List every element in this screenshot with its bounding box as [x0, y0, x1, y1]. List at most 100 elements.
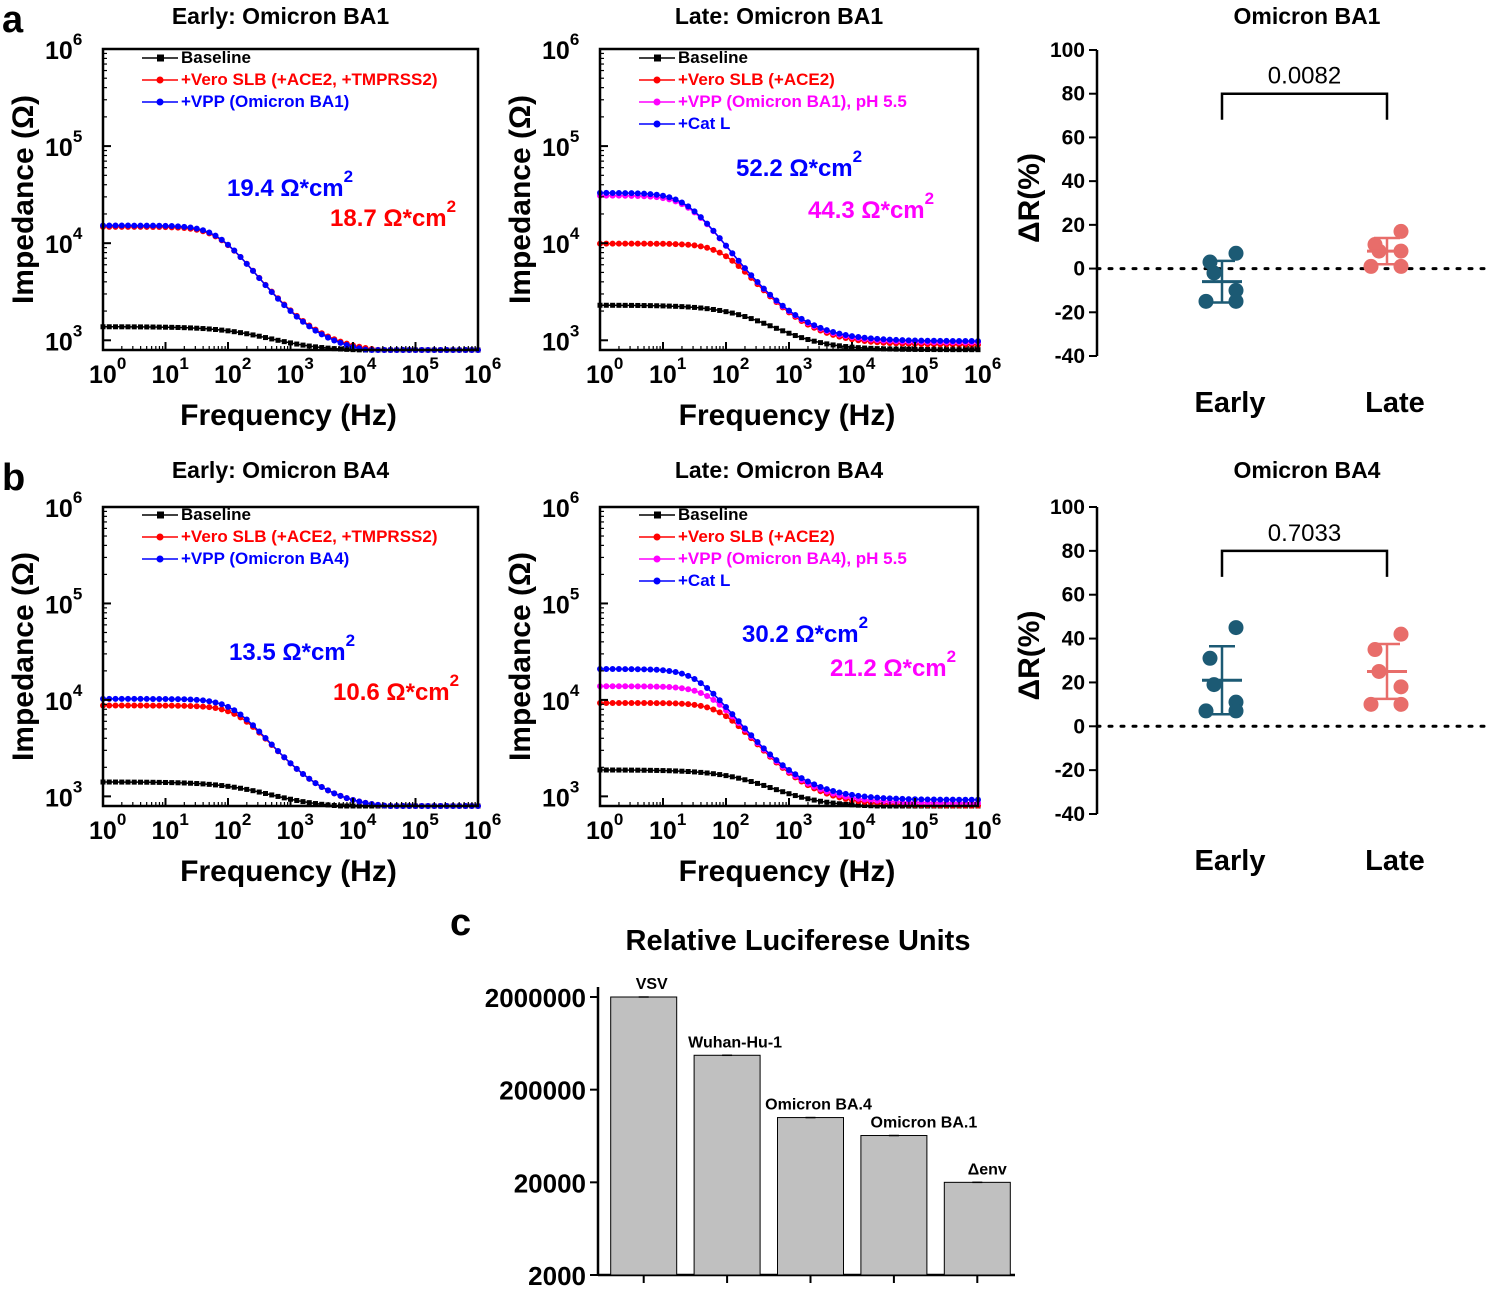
- legend-entry: Baseline: [181, 505, 251, 524]
- x-tick-label-sup: 4: [367, 354, 377, 373]
- value-annotation-base: 13.5 Ω*cm: [229, 639, 346, 666]
- data-point: [156, 324, 162, 330]
- value-annotation: 30.2 Ω*cm2: [742, 613, 868, 648]
- series-line-1: [599, 242, 979, 346]
- y-tick-label-sup: 4: [570, 681, 580, 700]
- data-point: [325, 334, 331, 341]
- data-point: [250, 332, 256, 338]
- legend-entry: +VPP (Omicron BA4): [181, 549, 349, 568]
- data-point: [168, 696, 175, 703]
- data-point: [742, 777, 748, 783]
- data-point: [641, 699, 648, 706]
- y-tick-label: 104: [542, 224, 580, 259]
- y-tick-label-base: 10: [542, 37, 570, 65]
- data-point: [156, 779, 162, 785]
- data-point: [673, 768, 679, 774]
- category-label: Early: [1195, 387, 1266, 419]
- data-point: [263, 335, 268, 341]
- data-point: [678, 700, 685, 707]
- data-point: [830, 329, 837, 336]
- data-point: [647, 666, 654, 673]
- data-point: [886, 795, 893, 802]
- data-point: [729, 711, 736, 718]
- data-point: [300, 342, 306, 348]
- x-tick-label-base: 10: [649, 361, 677, 389]
- data-point: [811, 781, 818, 788]
- data-point: [660, 303, 666, 309]
- data-point: [729, 250, 736, 257]
- data-point: [112, 702, 119, 709]
- data-point: [156, 702, 163, 709]
- y-tick-label-sup: 3: [73, 777, 82, 796]
- data-point: [735, 718, 742, 725]
- value-annotation: 21.2 Ω*cm2: [830, 647, 956, 682]
- data-point: [181, 696, 188, 703]
- y-tick-label: 103: [45, 777, 82, 812]
- data-point: [138, 324, 143, 330]
- x-tick-label-base: 10: [277, 817, 305, 845]
- data-point: [874, 794, 881, 801]
- value-annotation-base: 30.2 Ω*cm: [742, 621, 859, 648]
- category-label: Late: [1365, 845, 1425, 877]
- x-tick-label-sup: 2: [242, 354, 251, 373]
- legend-marker: [156, 555, 164, 563]
- value-annotation-base: 18.7 Ω*cm: [330, 205, 447, 232]
- data-point: [691, 687, 698, 694]
- x-tick-label-base: 10: [901, 817, 929, 845]
- data-point: [281, 754, 288, 761]
- legend-entry: +Cat L: [678, 571, 730, 590]
- data-point: [629, 302, 634, 308]
- chart-title: Late: Omicron BA4: [675, 457, 884, 483]
- data-point: [1228, 293, 1244, 309]
- data-point: [691, 701, 698, 708]
- data-point: [704, 244, 711, 251]
- data-point: [615, 666, 622, 673]
- data-point: [262, 734, 269, 741]
- data-point: [200, 703, 206, 710]
- data-point: [647, 240, 654, 247]
- legend-marker: [653, 555, 661, 563]
- data-point: [118, 695, 125, 702]
- data-point: [113, 324, 118, 330]
- data-point: [615, 189, 622, 196]
- data-point: [263, 790, 268, 796]
- significance-bracket: [1220, 549, 1389, 577]
- y-tick-label-base: 10: [542, 495, 570, 523]
- y-tick-label: 20: [1062, 671, 1085, 694]
- data-point: [716, 701, 723, 708]
- data-point: [162, 696, 169, 703]
- data-point: [962, 338, 969, 345]
- value-annotation-base: 21.2 Ω*cm: [830, 655, 947, 682]
- y-tick-label-sup: 3: [73, 321, 82, 340]
- x-tick-label-sup: 0: [614, 810, 623, 829]
- data-point: [218, 701, 225, 708]
- data-point: [678, 199, 685, 206]
- data-point: [138, 779, 143, 785]
- data-point: [343, 342, 350, 349]
- data-point: [206, 229, 213, 236]
- x-tick-label-sup: 3: [803, 354, 812, 373]
- data-point: [269, 336, 275, 342]
- data-point: [862, 345, 868, 351]
- data-point: [710, 227, 717, 234]
- data-point: [125, 324, 131, 330]
- data-point: [225, 703, 231, 710]
- y-tick-label: 60: [1062, 126, 1085, 149]
- data-point: [206, 326, 212, 332]
- data-point: [691, 676, 698, 683]
- value-annotation: 18.7 Ω*cm2: [330, 197, 456, 232]
- x-tick-label-sup: 1: [677, 354, 686, 373]
- x-tick-label-base: 10: [464, 361, 492, 389]
- y-axis-label: Impedance (Ω): [504, 552, 537, 761]
- x-tick-label: 106: [964, 810, 1001, 845]
- value-annotation-sup: 2: [925, 189, 934, 208]
- y-tick-label: 105: [45, 127, 82, 162]
- data-point: [653, 666, 660, 673]
- legend-entry: +Vero SLB (+ACE2): [678, 70, 835, 89]
- data-point: [635, 302, 641, 308]
- panel-label-b: b: [2, 457, 25, 499]
- data-point: [1393, 679, 1409, 695]
- data-point: [918, 337, 925, 344]
- data-point: [836, 343, 842, 349]
- y-tick-label-base: 10: [542, 784, 570, 812]
